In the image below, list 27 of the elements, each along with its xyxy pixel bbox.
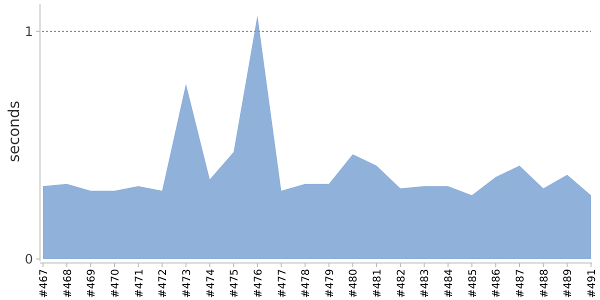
x-tick-label: #479 xyxy=(324,269,336,298)
x-tick-label: #476 xyxy=(252,268,264,298)
x-tick-label: #469 xyxy=(86,269,98,298)
x-tick-label: #487 xyxy=(514,269,527,298)
y-tick-label: 0 xyxy=(24,252,33,268)
x-tick-label: #470 xyxy=(109,269,122,298)
x-tick-label: #481 xyxy=(372,269,384,298)
x-tick-label: #478 xyxy=(300,269,312,298)
x-tick-label: #480 xyxy=(348,269,360,298)
x-tick-label: #485 xyxy=(466,269,479,298)
x-tick-label: #468 xyxy=(62,269,74,298)
x-tick-label: #475 xyxy=(228,269,241,298)
x-tick-label: #484 xyxy=(443,268,456,298)
x-tick-label: #489 xyxy=(562,269,574,298)
x-tick-label: #473 xyxy=(180,269,193,298)
x-tick-label: #474 xyxy=(204,268,217,298)
y-tick-label: 1 xyxy=(24,24,33,40)
x-tick-label: #486 xyxy=(490,268,503,298)
x-tick-label: #471 xyxy=(133,269,146,298)
y-axis-title: seconds xyxy=(5,100,23,162)
x-tick-label: #482 xyxy=(395,269,408,298)
x-tick-label: #467 xyxy=(38,269,50,298)
x-tick-label: #491 xyxy=(586,269,598,298)
x-tick-label: #477 xyxy=(276,269,288,298)
x-tick-label: #488 xyxy=(538,269,550,298)
x-tick-label: #483 xyxy=(419,269,432,298)
x-tick-label: #472 xyxy=(157,269,170,298)
